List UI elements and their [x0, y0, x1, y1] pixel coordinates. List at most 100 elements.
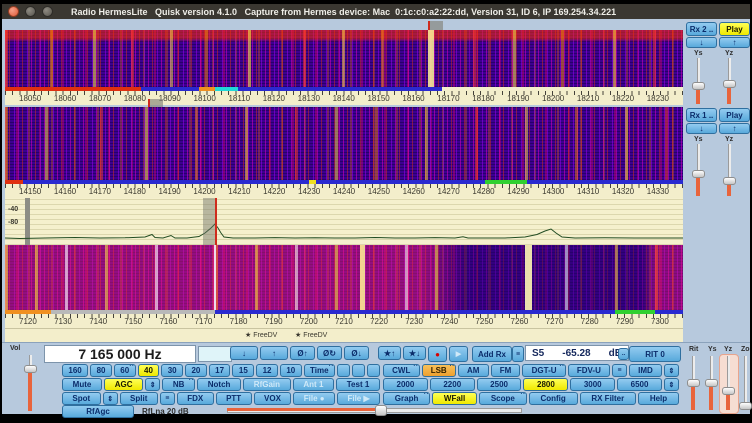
rx1-play-button[interactable]: Play: [719, 108, 750, 122]
fdv-list-button[interactable]: ≡: [612, 364, 627, 377]
band-10-button[interactable]: 10: [279, 364, 302, 377]
playback-button[interactable]: ▶: [449, 346, 468, 362]
rit-button[interactable]: RIT 0: [629, 346, 681, 362]
frequency-entry[interactable]: [198, 346, 232, 362]
filter-2200-button[interactable]: 2200: [429, 378, 475, 391]
test-1-button[interactable]: Test 1: [336, 378, 380, 391]
spot-adjust-button[interactable]: ⇕: [102, 392, 118, 405]
rx2-button[interactable]: Rx 2 ..: [686, 22, 717, 36]
filter-adjust-button[interactable]: ⇕: [663, 378, 679, 391]
notch-button[interactable]: Notch: [197, 378, 242, 391]
rx1-tuning-marker[interactable]: [148, 99, 163, 108]
favorite-recall-button[interactable]: ★↓: [403, 346, 426, 360]
rx1-ys-slider[interactable]: [692, 144, 705, 196]
rx-filter-band[interactable]: [203, 198, 215, 245]
favorite-add-button[interactable]: ★↑: [378, 346, 401, 360]
memory-add-button[interactable]: Ø↑: [290, 346, 315, 360]
band-blank-3[interactable]: [366, 364, 380, 377]
rx-filter-button[interactable]: RX Filter: [579, 392, 637, 405]
split-button[interactable]: Split: [119, 392, 158, 405]
band-60-button[interactable]: 60: [113, 364, 136, 377]
noise-blanker-button[interactable]: NB: [162, 378, 196, 391]
rx2-down-button[interactable]: ↓: [686, 37, 717, 48]
split-list-button[interactable]: ≡: [159, 392, 175, 405]
filter-2000-button[interactable]: 2000: [383, 378, 428, 391]
spectrum-graph[interactable]: -40 -80: [5, 198, 683, 245]
tuning-line[interactable]: [216, 245, 218, 310]
filter-3000-button[interactable]: 3000: [570, 378, 616, 391]
file-record-button[interactable]: File ●: [293, 392, 336, 405]
rx1-down-button[interactable]: ↓: [686, 123, 717, 134]
record-button[interactable]: ●: [428, 346, 447, 362]
mode-adjust-button[interactable]: ⇕: [663, 364, 679, 377]
vox-button[interactable]: VOX: [253, 392, 292, 405]
waterfall-rx2[interactable]: [5, 30, 683, 87]
band-80-button[interactable]: 80: [90, 364, 112, 377]
band-17-button[interactable]: 17: [208, 364, 231, 377]
smeter-options-button[interactable]: ..: [618, 348, 629, 360]
rfagc-button[interactable]: RfAgc: [62, 405, 134, 418]
band-blank-1[interactable]: [336, 364, 350, 377]
agc-adjust-button[interactable]: ⇕: [145, 378, 161, 391]
file-play-button[interactable]: File ▶: [337, 392, 381, 405]
rx2-up-button[interactable]: ↑: [719, 37, 750, 48]
rx1-up-button[interactable]: ↑: [719, 123, 750, 134]
freedv-station-marker[interactable]: ★ FreeDV: [245, 332, 278, 339]
fdx-button[interactable]: FDX: [176, 392, 214, 405]
band-12-button[interactable]: 12: [256, 364, 278, 377]
yz-slider[interactable]: [722, 356, 735, 410]
vol-slider[interactable]: [24, 355, 37, 411]
band-blank-2[interactable]: [351, 364, 365, 377]
mute-button[interactable]: Mute: [62, 378, 103, 391]
band-15-button[interactable]: 15: [232, 364, 255, 377]
band-up-button[interactable]: ↑: [260, 346, 288, 360]
ptt-button[interactable]: PTT: [215, 392, 252, 405]
mode-am-button[interactable]: AM: [457, 364, 489, 377]
rit-slider[interactable]: [687, 356, 700, 410]
waterfall-main[interactable]: [5, 245, 683, 310]
band-20-button[interactable]: 20: [185, 364, 207, 377]
scope-view-button[interactable]: Scope: [479, 392, 527, 405]
mode-fm-button[interactable]: FM: [490, 364, 521, 377]
spot-button[interactable]: Spot: [62, 392, 101, 405]
maximize-button[interactable]: [42, 6, 53, 17]
mode-imd-button[interactable]: IMD: [629, 364, 662, 377]
waterfall-rx1[interactable]: [5, 107, 683, 180]
band-40-button[interactable]: 40: [137, 364, 160, 377]
frequency-scale-main[interactable]: 7120 7130 7140 7150 7160 7170 7180 7190 7200 7210…: [5, 310, 683, 328]
antenna-1-button[interactable]: Ant 1: [292, 378, 335, 391]
band-160-button[interactable]: 160: [62, 364, 89, 377]
rx2-ys-slider[interactable]: [692, 58, 705, 104]
frequency-scale-rx2[interactable]: 18050 18060 18070 18080 18090 18100 18110 18120…: [5, 87, 683, 105]
band-time-button[interactable]: Time: [303, 364, 335, 377]
filter-2500-button[interactable]: 2500: [476, 378, 522, 391]
rx2-tuning-marker[interactable]: [428, 21, 443, 30]
band-down-button[interactable]: ↓: [230, 346, 258, 360]
freedv-station-marker[interactable]: ★ FreeDV: [295, 332, 328, 339]
wfall-view-button[interactable]: WFall: [432, 392, 478, 405]
mode-fdv-u-button[interactable]: FDV-U: [567, 364, 610, 377]
filter-6500-button[interactable]: 6500: [617, 378, 662, 391]
rx2-play-button[interactable]: Play: [719, 22, 750, 36]
memory-delete-button[interactable]: Ø↓: [344, 346, 369, 360]
mode-cwl-button[interactable]: CWL: [383, 364, 420, 377]
memory-next-button[interactable]: Ø↻: [317, 346, 342, 360]
config-button[interactable]: Config: [528, 392, 578, 405]
agc-button[interactable]: AGC: [104, 378, 144, 391]
rfgain-button[interactable]: RfGain: [243, 378, 291, 391]
zo-slider[interactable]: [739, 356, 752, 411]
rflna-slider[interactable]: [227, 405, 522, 416]
tuning-line[interactable]: [215, 198, 217, 245]
graph-view-button[interactable]: Graph: [383, 392, 431, 405]
add-rx-button[interactable]: Add Rx: [472, 346, 512, 362]
band-30-button[interactable]: 30: [161, 364, 184, 377]
mode-lsb-button[interactable]: LSB: [421, 364, 456, 377]
ys-slider[interactable]: [705, 356, 718, 410]
station-list-button[interactable]: ≡: [512, 346, 524, 362]
frequency-scale-rx1[interactable]: 14150 14160 14170 14180 14190 14200 14210 14220…: [5, 180, 683, 198]
mode-dgt-u-button[interactable]: DGT-U: [522, 364, 566, 377]
filter-2800-button[interactable]: 2800: [523, 378, 569, 391]
close-button[interactable]: [8, 6, 19, 17]
rx2-yz-slider[interactable]: [723, 58, 736, 104]
rx1-yz-slider[interactable]: [723, 144, 736, 196]
